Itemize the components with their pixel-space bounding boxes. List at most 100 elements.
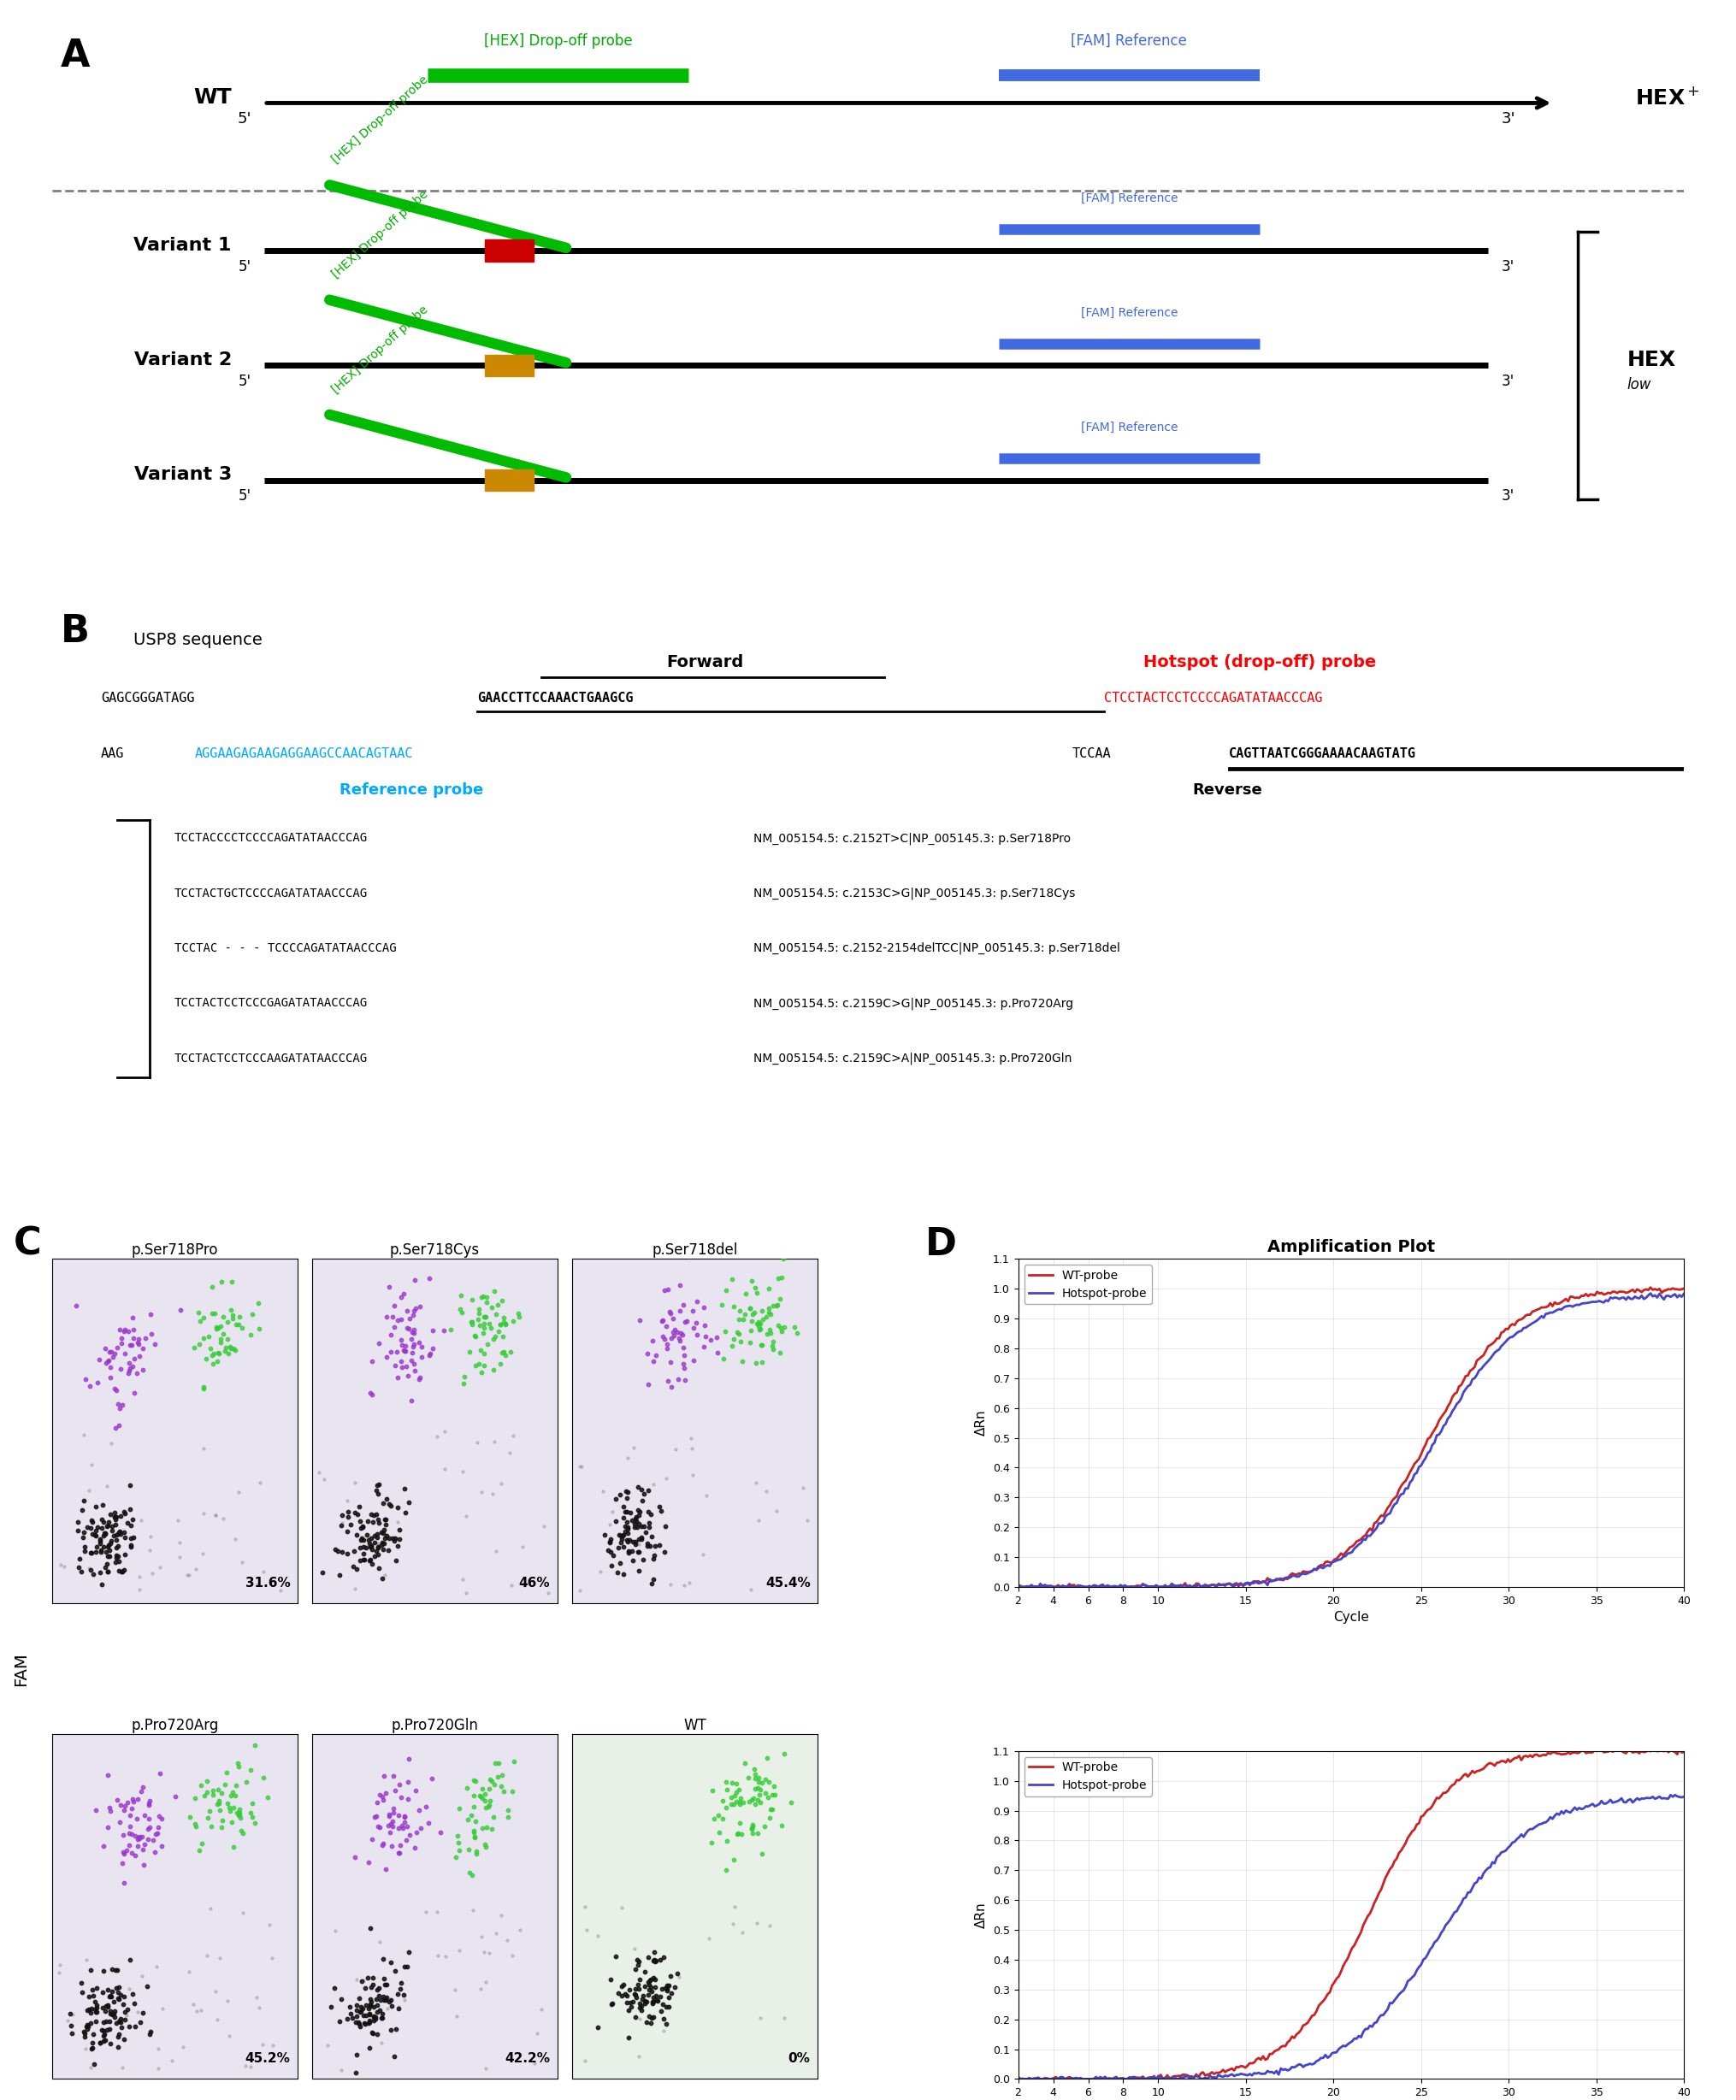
Point <box>102 1518 130 1552</box>
Point <box>116 1800 144 1833</box>
Point <box>759 1329 786 1363</box>
Point <box>759 1334 786 1367</box>
Point <box>267 1573 295 1607</box>
Point <box>186 1304 214 1338</box>
Hotspot-probe <box>1404 1964 1425 1989</box>
Point <box>401 1831 429 1865</box>
Point <box>401 1355 429 1388</box>
Point <box>741 1772 769 1806</box>
Point <box>484 1760 512 1793</box>
Point <box>759 1289 786 1323</box>
Point <box>220 1522 248 1556</box>
Point <box>465 1346 493 1380</box>
Point <box>361 1800 389 1833</box>
Point <box>203 1787 231 1821</box>
Point <box>142 1817 170 1850</box>
Point <box>759 1325 786 1359</box>
Point <box>653 1331 681 1365</box>
Point <box>727 1915 755 1949</box>
Point <box>621 1980 649 2014</box>
Point <box>460 1789 488 1823</box>
Point <box>394 1359 422 1392</box>
Point <box>210 1768 238 1802</box>
Point <box>411 1896 439 1930</box>
Point <box>608 1518 635 1552</box>
Point <box>165 1504 193 1537</box>
Point <box>328 1499 356 1533</box>
Point <box>368 2026 396 2060</box>
Point <box>415 1806 443 1840</box>
Point <box>78 1556 106 1590</box>
Point <box>64 1550 92 1583</box>
Point <box>198 1296 226 1329</box>
Point <box>354 2006 382 2039</box>
Point <box>611 1495 639 1529</box>
Point <box>623 1493 651 1527</box>
Point <box>740 1751 767 1785</box>
Point <box>370 1980 398 2014</box>
Point <box>168 2031 196 2064</box>
Point <box>391 1334 418 1367</box>
Text: Variant 2: Variant 2 <box>134 351 231 368</box>
Point <box>205 1310 233 1344</box>
Point <box>653 1462 681 1495</box>
Point <box>752 1762 779 1795</box>
Point <box>342 2006 370 2039</box>
Point <box>73 2008 101 2041</box>
Point <box>738 1304 766 1338</box>
Point <box>394 1951 422 1985</box>
Point <box>111 2003 139 2037</box>
Point <box>358 1344 385 1378</box>
Point <box>120 1342 148 1376</box>
Point <box>679 1457 707 1491</box>
Point <box>746 1306 774 1340</box>
Point <box>354 1991 382 2024</box>
Text: TCCTACTGCTCCCCAGATATAACCCAG: TCCTACTGCTCCCCAGATATAACCCAG <box>174 888 368 899</box>
Hotspot-probe <box>1674 1785 1694 1810</box>
Point <box>123 1783 151 1816</box>
Point <box>214 1787 241 1821</box>
Hotspot-probe <box>1007 2066 1028 2092</box>
Point <box>462 1804 490 1838</box>
Line: WT-probe: WT-probe <box>1017 1749 1684 2079</box>
Point <box>99 1510 127 1544</box>
Point <box>189 1321 217 1355</box>
Point <box>95 1978 123 2012</box>
Point <box>102 1508 130 1541</box>
Point <box>609 1531 637 1564</box>
Point <box>335 1499 363 1533</box>
Point <box>764 1262 792 1296</box>
Point <box>116 1829 144 1863</box>
Point <box>472 1791 500 1825</box>
Point <box>373 1483 401 1516</box>
Point <box>637 1970 665 2003</box>
Point <box>207 1943 234 1976</box>
Point <box>613 1495 641 1529</box>
Point <box>95 2006 123 2039</box>
Point <box>392 1329 420 1363</box>
Point <box>101 1495 128 1529</box>
Point <box>625 1949 653 1982</box>
Point <box>365 1552 392 1586</box>
Point <box>748 1344 776 1378</box>
Point <box>377 1947 404 1980</box>
Point <box>488 1898 516 1932</box>
Point <box>477 1764 505 1798</box>
Point <box>609 1502 637 1535</box>
Legend: WT-probe, Hotspot-probe: WT-probe, Hotspot-probe <box>1024 1264 1153 1304</box>
Point <box>760 1768 788 1802</box>
Point <box>613 1522 641 1556</box>
Text: CAGTTAATCGGGAAAACAAGTATG: CAGTTAATCGGGAAAACAAGTATG <box>1229 748 1417 760</box>
Point <box>356 1531 384 1564</box>
Point <box>97 1527 125 1560</box>
Point <box>182 1993 210 2026</box>
Point <box>628 1544 656 1577</box>
Point <box>653 1972 681 2005</box>
Point <box>748 1838 776 1871</box>
Point <box>385 1838 413 1871</box>
Point <box>80 1978 108 2012</box>
Point <box>363 2018 391 2052</box>
Point <box>94 1974 122 2008</box>
Hotspot-probe <box>1417 1940 1437 1966</box>
Point <box>479 1323 507 1357</box>
